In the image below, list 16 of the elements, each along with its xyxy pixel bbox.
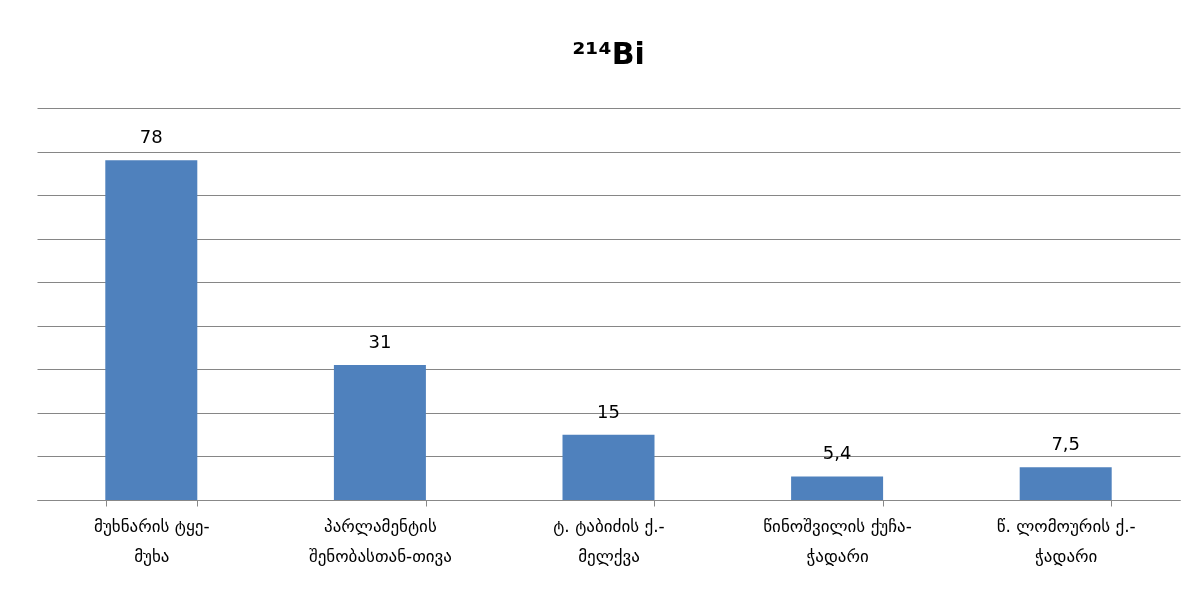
chart-title: ²¹⁴Bi [572, 36, 645, 71]
x-tick-label: ტ. ტაბიძის ქ.-მელქვა [553, 515, 665, 566]
x-tick-label: წინოშვილის ქუჩა-ჭადარი [763, 515, 912, 566]
x-tick-label: წ. ლომოურის ქ.-ჭადარი [996, 515, 1136, 566]
bar [791, 476, 884, 500]
x-tick-label: მუხნარის ტყე-მუხა [94, 515, 210, 566]
bar [1019, 467, 1112, 500]
bar [562, 434, 655, 500]
bar [105, 160, 198, 500]
bar [333, 364, 426, 500]
data-label: 31 [368, 330, 392, 352]
x-tick-label: პარლამენტის შენობასთან-თივა [308, 515, 452, 566]
data-label: 15 [597, 400, 620, 422]
data-label: 5,4 [822, 442, 852, 464]
data-label: 78 [139, 126, 163, 148]
data-label: 7,5 [1051, 433, 1081, 455]
